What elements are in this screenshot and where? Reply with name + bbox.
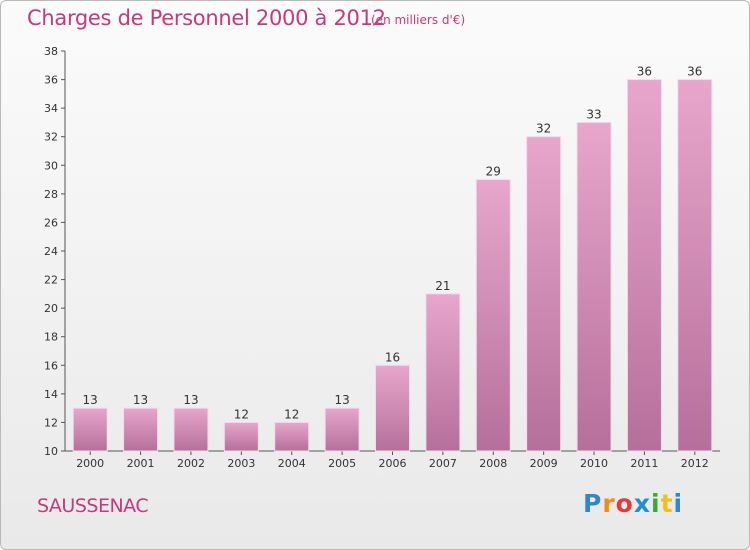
logo-letter: i — [651, 489, 661, 518]
y-tick-label: 28 — [44, 188, 58, 201]
bar-value-label: 13 — [183, 393, 198, 407]
y-tick-label: 24 — [44, 245, 58, 258]
y-tick-label: 10 — [44, 445, 58, 458]
proxiti-logo: Proxiti — [583, 489, 683, 518]
x-tick-label: 2006 — [379, 457, 407, 470]
bar-value-label: 33 — [586, 107, 601, 121]
bar-value-label: 13 — [83, 393, 98, 407]
bar — [72, 407, 108, 452]
commune-name: SAUSSENAC — [37, 495, 149, 517]
y-tick-label: 32 — [44, 131, 58, 144]
bar — [274, 421, 310, 452]
y-tick-label: 18 — [44, 331, 58, 344]
bar — [526, 136, 562, 452]
x-tick-label: 2005 — [328, 457, 356, 470]
chart-unit: (en milliers d'€) — [371, 13, 466, 27]
y-tick-label: 34 — [44, 102, 58, 115]
bar — [626, 79, 662, 452]
bar — [324, 407, 360, 452]
y-tick-label: 30 — [44, 159, 58, 172]
y-tick-label: 20 — [44, 302, 58, 315]
bar-value-label: 36 — [687, 65, 702, 79]
bar-value-label: 12 — [284, 407, 299, 421]
bar — [375, 364, 410, 452]
bar-value-label: 13 — [334, 393, 349, 407]
x-tick-label: 2012 — [681, 457, 709, 470]
y-tick-label: 12 — [44, 416, 58, 429]
bar — [475, 179, 511, 452]
x-tick-label: 2010 — [580, 457, 608, 470]
logo-letter: P — [583, 489, 603, 518]
chart-title: Charges de Personnel 2000 à 2012 — [27, 6, 386, 30]
logo-letter: x — [633, 489, 651, 518]
bar-value-label: 13 — [133, 393, 148, 407]
bar — [576, 121, 612, 452]
bar-value-label: 12 — [234, 407, 249, 421]
x-tick-label: 2009 — [530, 457, 558, 470]
x-tick-label: 2001 — [127, 457, 155, 470]
bar — [223, 421, 259, 452]
x-tick-label: 2002 — [177, 457, 205, 470]
x-tick-label: 2000 — [76, 457, 104, 470]
bar-value-label: 29 — [486, 165, 501, 179]
y-tick-label: 14 — [44, 388, 58, 401]
x-tick-label: 2008 — [479, 457, 507, 470]
x-tick-label: 2004 — [278, 457, 306, 470]
x-tick-label: 2011 — [630, 457, 658, 470]
bar — [677, 79, 713, 452]
y-tick-label: 36 — [44, 74, 58, 87]
y-tick-label: 38 — [44, 45, 58, 58]
x-tick-label: 2003 — [227, 457, 255, 470]
bar — [425, 293, 461, 452]
bar-value-label: 32 — [536, 122, 551, 136]
bar-value-label: 21 — [435, 279, 450, 293]
bar-value-label: 16 — [385, 350, 400, 364]
bar — [173, 407, 209, 452]
y-tick-label: 22 — [44, 274, 58, 287]
bar — [123, 407, 159, 452]
logo-letter: r — [602, 489, 616, 518]
logo-letter: t — [660, 489, 674, 518]
x-tick-label: 2007 — [429, 457, 457, 470]
logo-letter: o — [615, 489, 634, 518]
y-tick-label: 16 — [44, 359, 58, 372]
bar-value-label: 36 — [637, 65, 652, 79]
y-tick-label: 26 — [44, 216, 58, 229]
logo-letter: i — [673, 489, 684, 518]
